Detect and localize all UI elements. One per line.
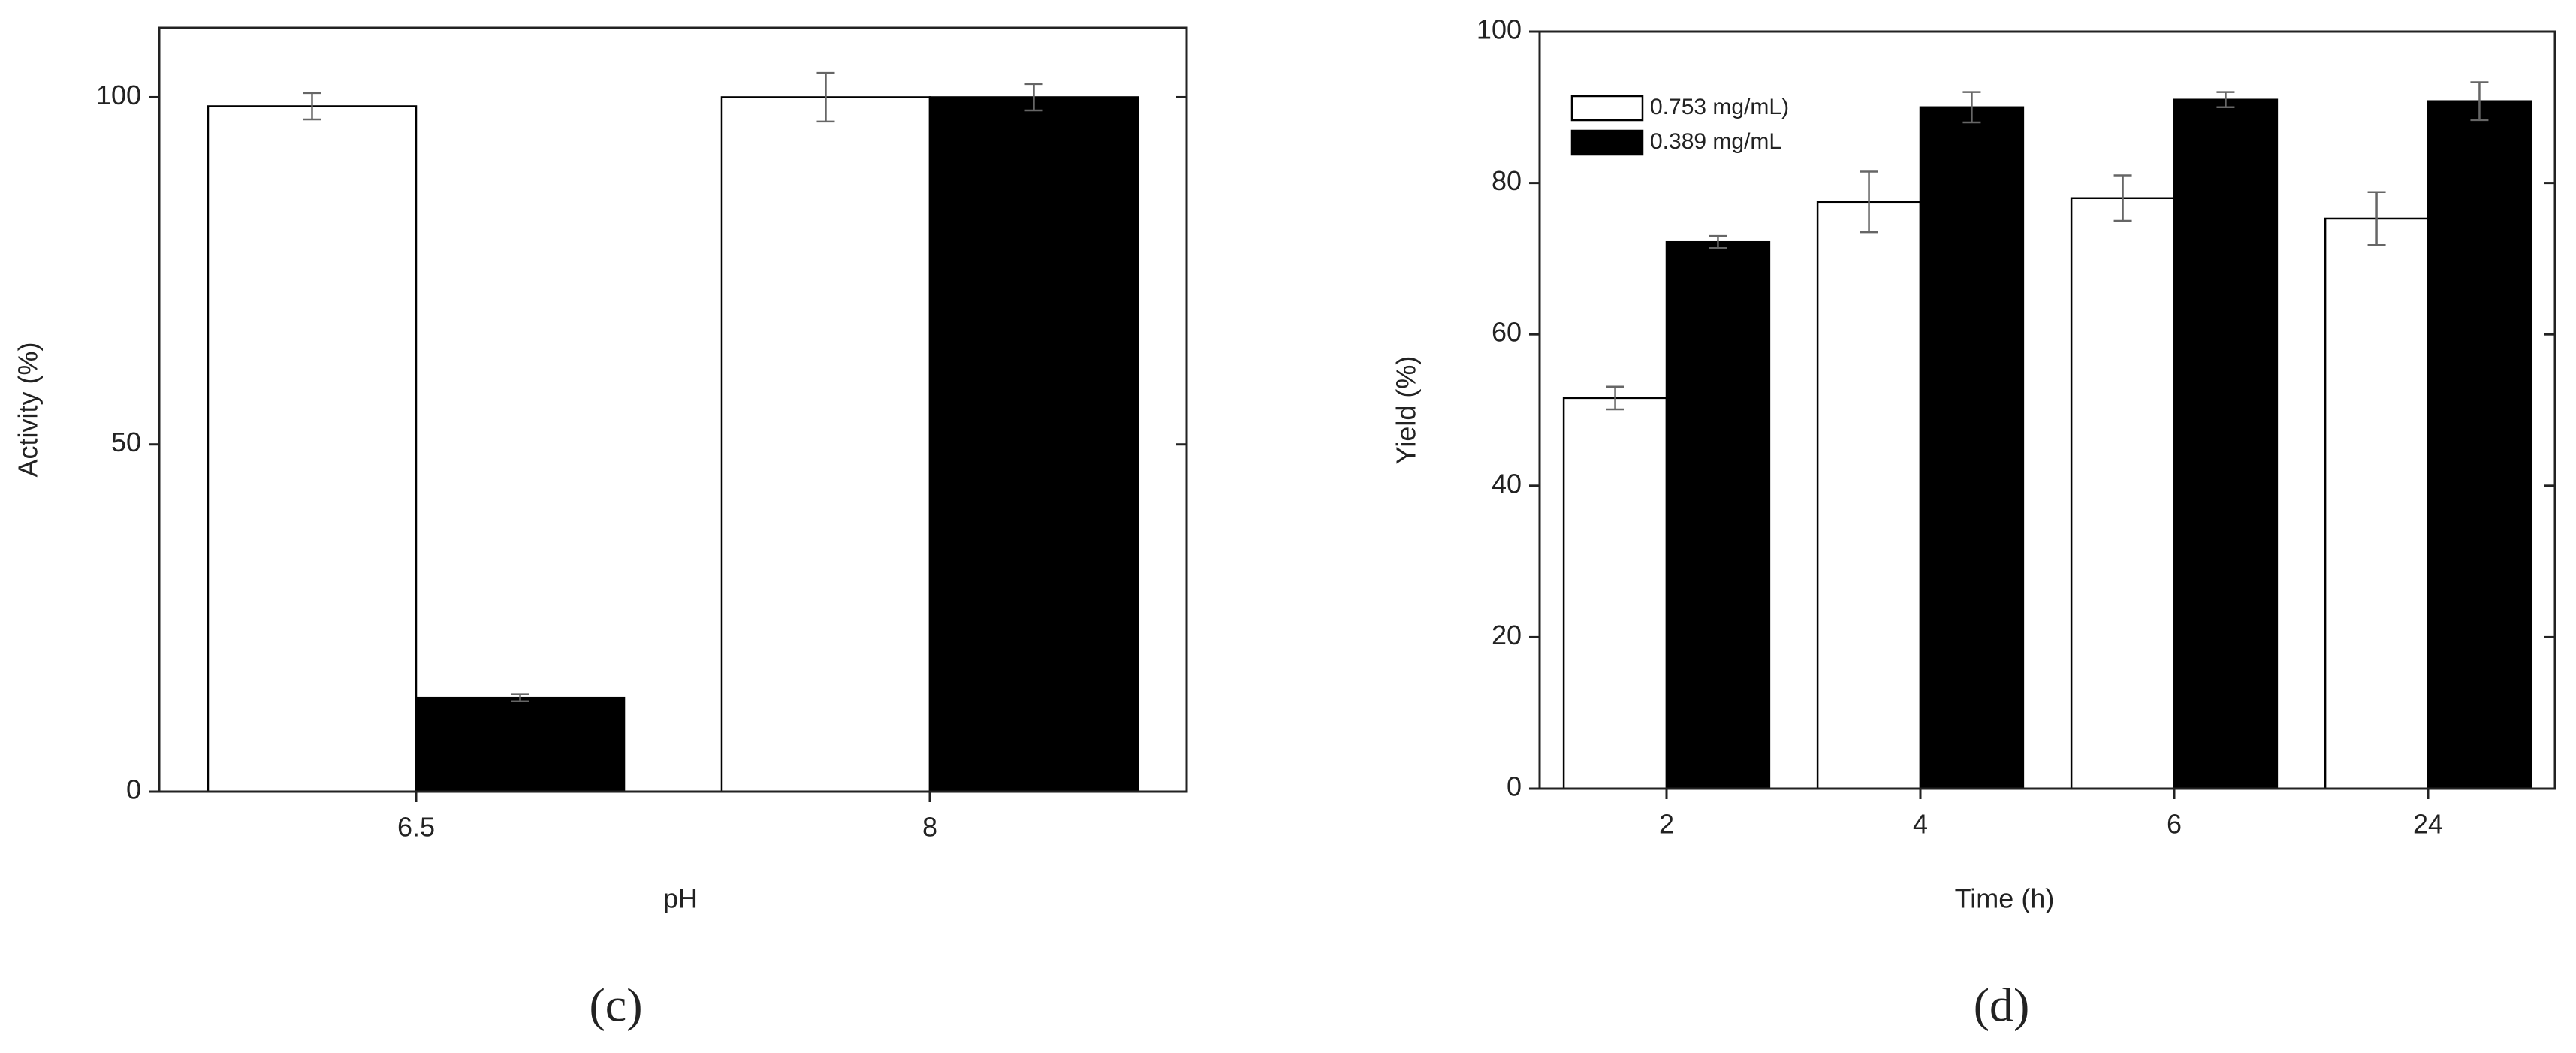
legend-swatch xyxy=(1570,95,1644,122)
y-axis-title: Activity (%) xyxy=(13,342,44,478)
x-axis-title: pH xyxy=(663,883,698,914)
y-tick-label: 60 xyxy=(1492,317,1522,348)
legend-label: 0.753 mg/mL) xyxy=(1650,95,1789,119)
plot-frame xyxy=(158,26,1188,793)
y-tick-label: 80 xyxy=(1492,165,1522,196)
bar xyxy=(207,105,418,793)
plot-frame xyxy=(1538,30,2556,790)
y-tick-label: 40 xyxy=(1492,468,1522,499)
legend-swatch xyxy=(1570,129,1644,156)
x-tick-label: 6.5 xyxy=(397,812,435,843)
bar xyxy=(720,96,931,793)
x-tick-label: 24 xyxy=(2413,809,2443,840)
y-tick-label: 50 xyxy=(111,427,141,457)
caption: (c) xyxy=(589,979,642,1032)
bar xyxy=(2070,197,2176,790)
caption: (d) xyxy=(1974,979,2030,1032)
legend-label: 0.389 mg/mL xyxy=(1650,129,1781,154)
y-axis-title: Yield (%) xyxy=(1391,356,1422,465)
y-tick-label: 0 xyxy=(1507,771,1522,802)
y-tick-label: 100 xyxy=(96,80,141,110)
bar xyxy=(415,696,626,793)
x-tick-label: 6 xyxy=(2167,809,2182,840)
y-tick-label: 100 xyxy=(1477,14,1522,45)
bar xyxy=(1665,240,1771,790)
bar xyxy=(1919,106,2025,790)
y-tick-label: 0 xyxy=(126,774,141,805)
x-tick-label: 8 xyxy=(922,812,937,843)
bar xyxy=(928,96,1139,793)
x-tick-label: 2 xyxy=(1659,809,1674,840)
bar xyxy=(2173,98,2279,790)
bar xyxy=(1816,201,1922,790)
x-axis-title: Time (h) xyxy=(1955,883,2055,914)
y-tick-label: 20 xyxy=(1492,620,1522,650)
bar xyxy=(1562,397,1668,790)
bar xyxy=(2427,100,2532,790)
x-tick-label: 4 xyxy=(1913,809,1928,840)
bar xyxy=(2324,217,2430,790)
